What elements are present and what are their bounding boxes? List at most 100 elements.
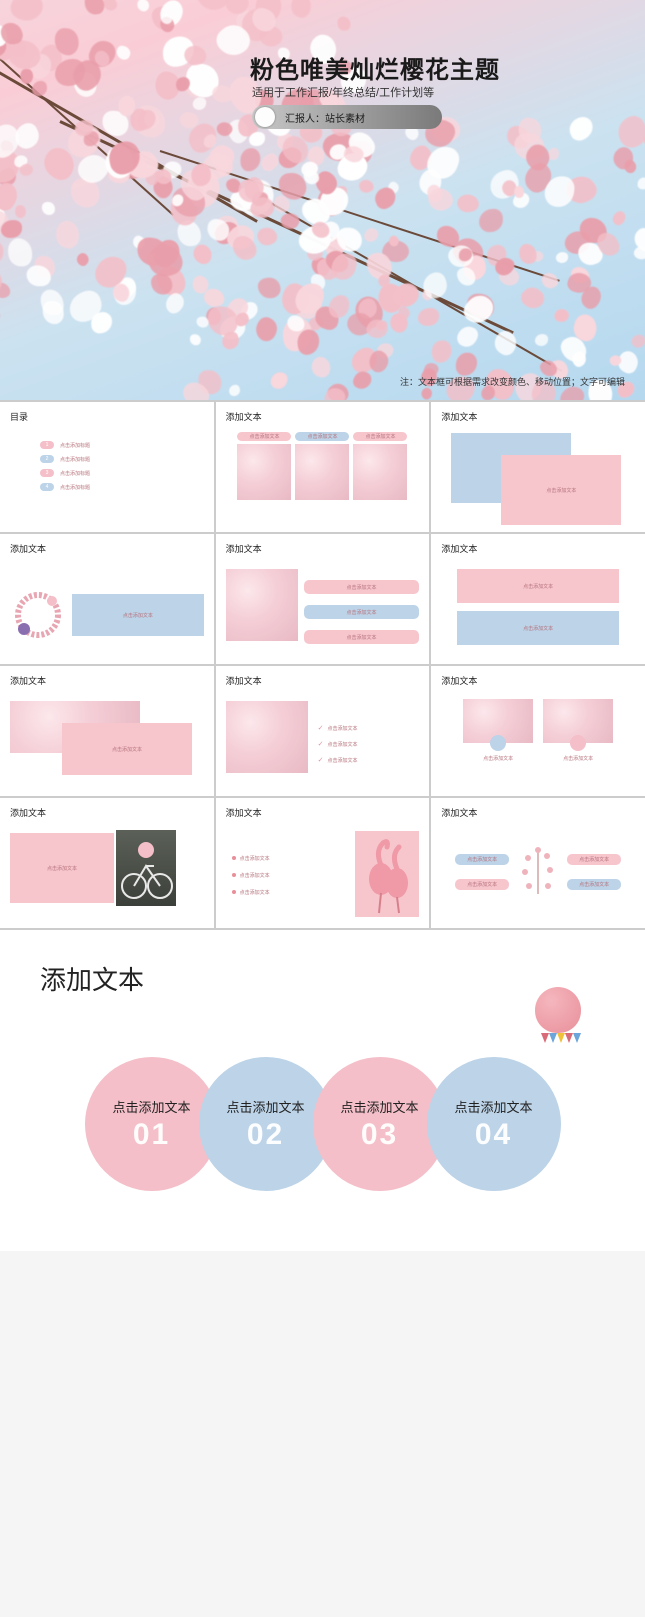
toc-label: 点击添加标题 [60, 442, 90, 449]
thumb-three-tabs[interactable]: 添加文本 点击添加文本 点击添加文本 点击添加文本 [216, 402, 430, 532]
toc-item: 4 点击添加标题 [40, 483, 174, 491]
toc-label: 点击添加标题 [60, 456, 90, 463]
thumb-title: 添加文本 [10, 542, 204, 555]
pill: 点击添加文本 [455, 854, 509, 865]
thumb-image-bars[interactable]: 添加文本 点击添加文本 点击添加文本 点击添加文本 [216, 534, 430, 664]
thumb-flamingo[interactable]: 添加文本 点击添加文本 点击添加文本 点击添加文本 [216, 798, 430, 928]
toc-badge: 2 [40, 455, 54, 463]
cover-subtitle: 适用于工作汇报/年终总结/工作计划等 [252, 84, 434, 100]
box-pink: 点击添加文本 [457, 569, 619, 603]
thumb-title: 添加文本 [226, 410, 420, 423]
thumb-title: 添加文本 [226, 542, 420, 555]
circle-number: 01 [133, 1118, 170, 1152]
blossom-thumb [295, 444, 349, 500]
thumb-title: 添加文本 [226, 674, 420, 687]
circle-label: 点击添加文本 [340, 1097, 418, 1116]
tab-label: 点击添加文本 [353, 432, 407, 441]
blossom-thumb [353, 444, 407, 500]
bullet-icon [232, 873, 236, 877]
blossom-image [226, 701, 308, 773]
thumb-title: 添加文本 [441, 410, 635, 423]
pill: 点击添加文本 [567, 879, 621, 890]
bar: 点击添加文本 [304, 605, 420, 619]
toc-badge: 4 [40, 483, 54, 491]
check-label: 点击添加文本 [328, 757, 358, 764]
dot-icon [570, 735, 586, 751]
circle-number: 03 [361, 1118, 398, 1152]
bullet-label: 点击添加文本 [240, 872, 270, 879]
flamingo-icon [355, 831, 419, 917]
bunting-flag-icon [549, 1033, 557, 1043]
dot-icon [490, 735, 506, 751]
bullet-label: 点击添加文本 [240, 855, 270, 862]
thumb-wreath[interactable]: 添加文本 点击添加文本 [0, 534, 214, 664]
blossom-image [543, 699, 613, 743]
toc-item: 1 点击添加标题 [40, 441, 174, 449]
cover-title: 粉色唯美灿烂樱花主题 [250, 50, 500, 85]
bullet-label: 点击添加文本 [240, 889, 270, 896]
pill: 点击添加文本 [567, 854, 621, 865]
cover-slide: 粉色唯美灿烂樱花主题 适用于工作汇报/年终总结/工作计划等 汇报人：站长素材 注… [0, 0, 645, 400]
circle-number: 04 [475, 1118, 512, 1152]
balloon-icon [535, 987, 585, 1047]
flamingo-card [355, 831, 419, 917]
bunting-flag-icon [565, 1033, 573, 1043]
circle-label: 点击添加文本 [454, 1097, 532, 1116]
thumb-title: 添加文本 [226, 806, 420, 819]
pink-box: 点击添加文本 [62, 723, 192, 775]
thumb-title: 添加文本 [441, 806, 635, 819]
pill-knob-icon [255, 107, 275, 127]
tab-label: 点击添加文本 [295, 432, 349, 441]
detail-slide: 添加文本 点击添加文本01点击添加文本02点击添加文本03点击添加文本04 [0, 928, 645, 1251]
thumb-branch-pills[interactable]: 添加文本 点击添加文本 点击添加文本 点击添加文本 点击添加文本 [431, 798, 645, 928]
detail-title: 添加文本 [40, 960, 605, 997]
thumb-wide[interactable]: 添加文本 点击添加文本 [0, 666, 214, 796]
pill: 点击添加文本 [455, 879, 509, 890]
presenter-pill: 汇报人：站长素材 [252, 105, 442, 129]
check-icon: ✓ [318, 740, 324, 748]
bicycle-photo [114, 828, 178, 908]
tab-label: 点击添加文本 [237, 432, 291, 441]
circle-row: 点击添加文本01点击添加文本02点击添加文本03点击添加文本04 [40, 1057, 605, 1191]
bunting-flag-icon [557, 1033, 565, 1043]
blossom-thumb [237, 444, 291, 500]
presenter-label: 汇报人：站长素材 [285, 110, 365, 125]
bar: 点击添加文本 [304, 630, 420, 644]
circle-number: 02 [247, 1118, 284, 1152]
thumb-two-images[interactable]: 添加文本 点击添加文本 点击添加文本 [431, 666, 645, 796]
thumb-title: 添加文本 [441, 542, 635, 555]
toc-badge: 1 [40, 441, 54, 449]
img-label: 点击添加文本 [463, 755, 533, 762]
toc-label: 点击添加标题 [60, 470, 90, 477]
circle-label: 点击添加文本 [226, 1097, 304, 1116]
thumb-toc[interactable]: 目录 1 点击添加标题 2 点击添加标题 3 点击添加标题 4 点击添加标题 [0, 402, 214, 532]
toc-item: 2 点击添加标题 [40, 455, 174, 463]
bunting-flag-icon [541, 1033, 549, 1043]
img-label: 点击添加文本 [543, 755, 613, 762]
pink-box: 点击添加文本 [10, 833, 114, 903]
check-icon: ✓ [318, 724, 324, 732]
check-icon: ✓ [318, 756, 324, 764]
thumb-overlap-cards[interactable]: 添加文本 点击添加文本 [431, 402, 645, 532]
blossom-image [463, 699, 533, 743]
bar: 点击添加文本 [304, 580, 420, 594]
card-pink: 点击添加文本 [501, 455, 621, 525]
bullet-icon [232, 856, 236, 860]
thumb-title: 添加文本 [10, 806, 204, 819]
thumb-stacked-boxes[interactable]: 添加文本 点击添加文本 点击添加文本 [431, 534, 645, 664]
toc-badge: 3 [40, 469, 54, 477]
cover-footnote: 注：文本框可根据需求改变颜色、移动位置；文字可编辑 [400, 375, 625, 388]
box-blue: 点击添加文本 [457, 611, 619, 645]
thumb-checklist[interactable]: 添加文本 ✓点击添加文本 ✓点击添加文本 ✓点击添加文本 [216, 666, 430, 796]
blossom-cluster [180, 110, 645, 400]
thumb-title: 目录 [10, 410, 204, 423]
blossom-image [226, 569, 298, 641]
wreath-icon [10, 587, 66, 643]
blue-text-box: 点击添加文本 [72, 594, 204, 636]
thumb-bicycle[interactable]: 添加文本 点击添加文本 [0, 798, 214, 928]
thumbnail-grid: 目录 1 点击添加标题 2 点击添加标题 3 点击添加标题 4 点击添加标题 添加文本 点击添… [0, 400, 645, 928]
bunting-flag-icon [573, 1033, 581, 1043]
branch-icon [513, 842, 563, 902]
toc-label: 点击添加标题 [60, 484, 90, 491]
thumb-title: 添加文本 [10, 674, 204, 687]
